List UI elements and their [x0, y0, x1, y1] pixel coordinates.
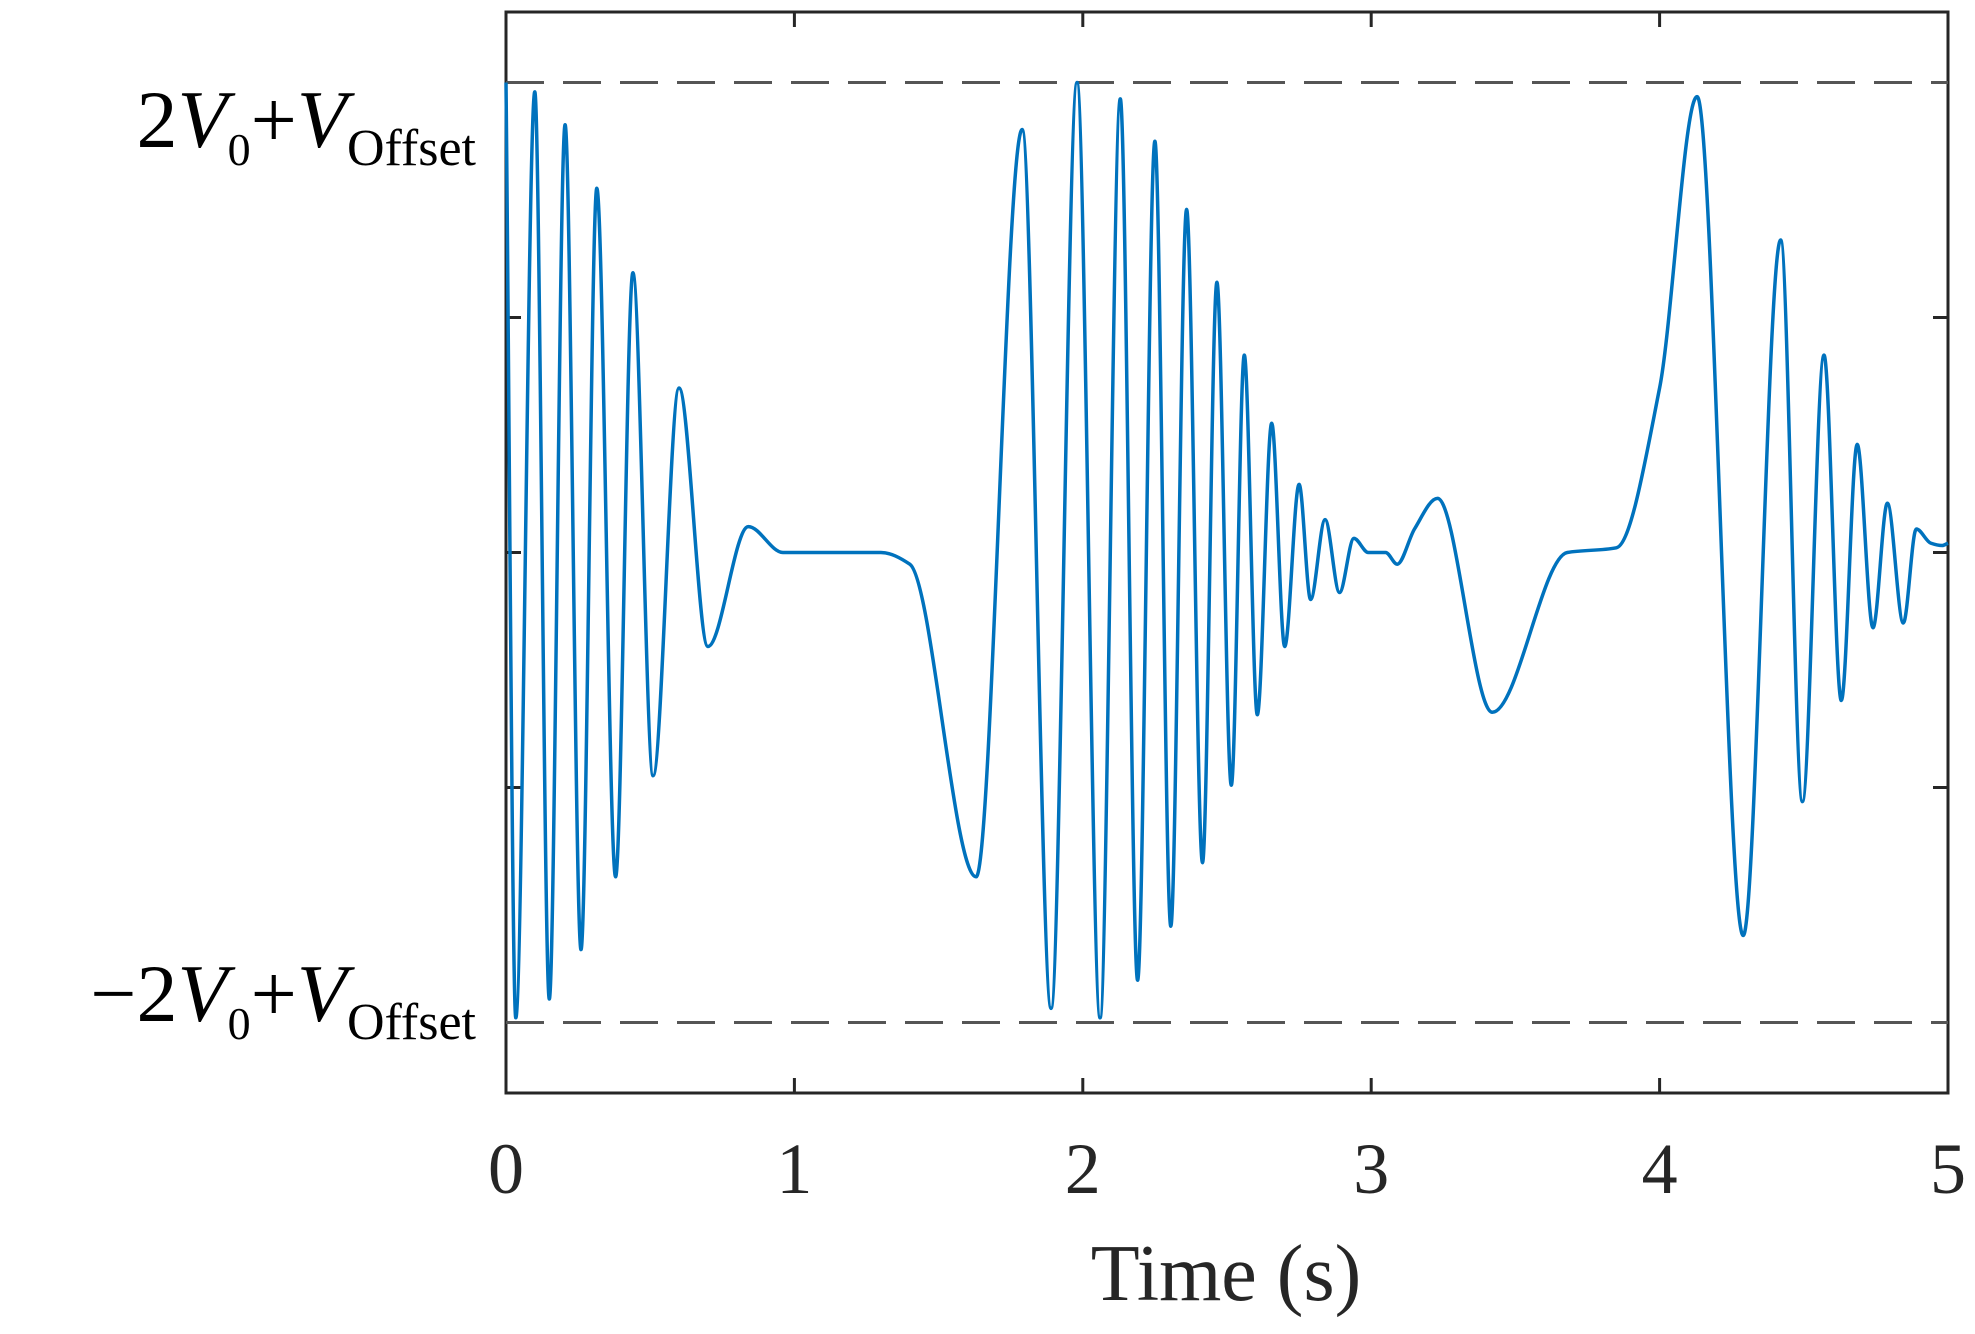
y-upper-coef: 2 — [137, 74, 178, 165]
y-lower-v2: V — [297, 948, 355, 1039]
x-axis-title: Time (s) — [1091, 1230, 1361, 1318]
x-tick-label-5: 5 — [1930, 1129, 1966, 1209]
series-layer — [504, 80, 1949, 1020]
y-tick-label-lower: −2V0+VOffset — [90, 948, 476, 1051]
x-tick-label-1: 1 — [776, 1129, 812, 1209]
x-tick-labels: 0 1 2 3 4 5 — [488, 1129, 1966, 1209]
x-tick-label-4: 4 — [1642, 1129, 1678, 1209]
y-tick-label-upper: 2V0+VOffset — [137, 74, 477, 177]
x-tick-label-3: 3 — [1353, 1129, 1389, 1209]
x-tick-label-0: 0 — [488, 1129, 524, 1209]
y-upper-v2: V — [297, 74, 355, 165]
y-upper-v: V — [178, 74, 236, 165]
y-lower-plus: + — [251, 948, 297, 1039]
y-lower-sub: Offset — [347, 994, 477, 1051]
signal-line — [504, 80, 1949, 1020]
y-upper-plus: + — [251, 74, 297, 165]
plot-frame — [504, 10, 1950, 1095]
y-upper-sub: Offset — [347, 120, 477, 177]
y-upper-sub0: 0 — [228, 124, 251, 175]
y-lower-coef: −2 — [90, 948, 177, 1039]
reference-lines — [506, 81, 1948, 1024]
x-tick-label-2: 2 — [1065, 1129, 1101, 1209]
y-lower-sub0: 0 — [228, 998, 251, 1049]
y-lower-v: V — [178, 948, 236, 1039]
axes-layer — [504, 10, 1950, 1095]
